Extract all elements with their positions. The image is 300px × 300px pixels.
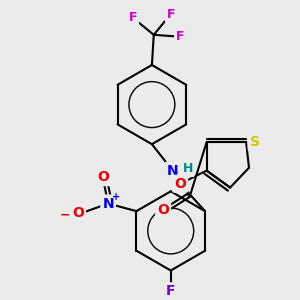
Text: N: N (102, 196, 114, 211)
Text: O: O (174, 177, 186, 191)
Text: F: F (167, 8, 175, 21)
Text: −: − (60, 208, 70, 221)
Text: F: F (129, 11, 137, 24)
Text: +: + (112, 192, 120, 202)
Text: F: F (166, 284, 175, 298)
Text: F: F (176, 30, 184, 43)
Text: S: S (250, 135, 260, 149)
Text: H: H (182, 162, 193, 175)
Text: O: O (157, 203, 169, 217)
Text: N: N (167, 164, 178, 178)
Text: O: O (72, 206, 84, 220)
Text: O: O (98, 170, 110, 184)
